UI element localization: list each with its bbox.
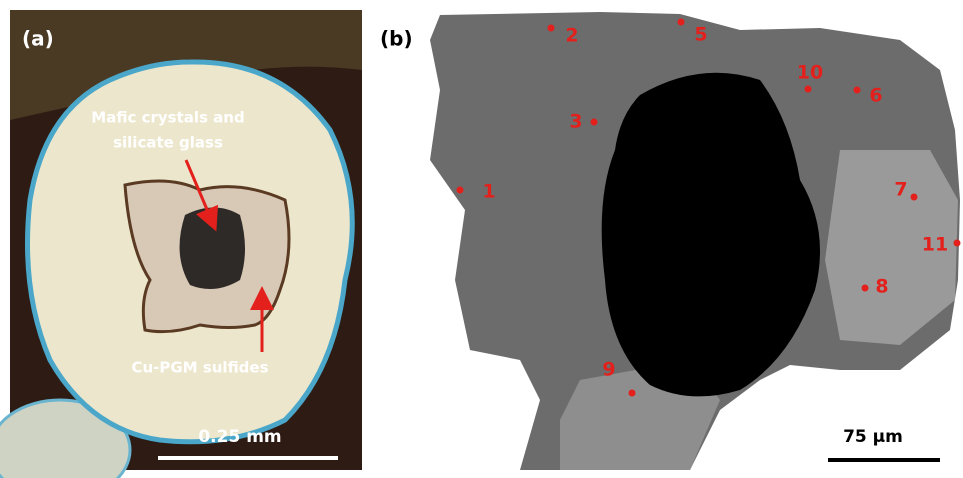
point-marker — [911, 194, 918, 201]
point-marker — [591, 119, 598, 126]
point-label: 8 — [875, 276, 888, 298]
point-marker — [854, 87, 861, 94]
point-label: 11 — [922, 234, 948, 256]
panel-a: Mafic crystals and silicate glass Cu-PGM… — [0, 10, 362, 478]
point-marker — [457, 187, 464, 194]
panel-label: (b) — [380, 27, 413, 51]
figure: Mafic crystals and silicate glass Cu-PGM… — [0, 0, 963, 478]
point-label: 9 — [602, 359, 615, 381]
point-marker — [805, 86, 812, 93]
annotation: Mafic crystals and — [91, 109, 244, 127]
panel-b: 1 2 3 5 6 7 8 9 10 11 75 µm (b) — [380, 12, 961, 470]
panel-label: (a) — [22, 27, 54, 51]
scale-label: 0.25 mm — [198, 427, 281, 447]
point-marker — [954, 240, 961, 247]
point-label: 7 — [894, 179, 907, 201]
point-label: 3 — [569, 111, 582, 133]
point-marker — [629, 390, 636, 397]
point-marker — [862, 285, 869, 292]
point-marker — [678, 19, 685, 26]
annotation: Cu-PGM sulfides — [131, 359, 268, 377]
point-label: 5 — [694, 24, 707, 46]
scale-label: 75 µm — [843, 427, 903, 447]
point-label: 6 — [869, 85, 882, 107]
point-marker — [548, 25, 555, 32]
point-label: 10 — [797, 62, 823, 84]
annotation: silicate glass — [113, 134, 223, 152]
point-label: 1 — [482, 181, 495, 203]
point-label: 2 — [565, 25, 578, 47]
